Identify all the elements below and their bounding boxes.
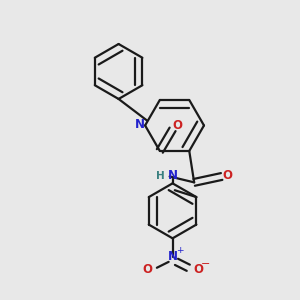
Text: O: O bbox=[172, 119, 182, 132]
Text: N: N bbox=[135, 118, 145, 131]
Text: H: H bbox=[156, 171, 165, 181]
Text: N: N bbox=[168, 169, 178, 182]
Text: O: O bbox=[193, 263, 203, 276]
Text: +: + bbox=[176, 246, 184, 255]
Text: N: N bbox=[168, 250, 178, 263]
Text: O: O bbox=[223, 169, 232, 182]
Text: O: O bbox=[142, 263, 152, 276]
Text: −: − bbox=[201, 259, 211, 269]
